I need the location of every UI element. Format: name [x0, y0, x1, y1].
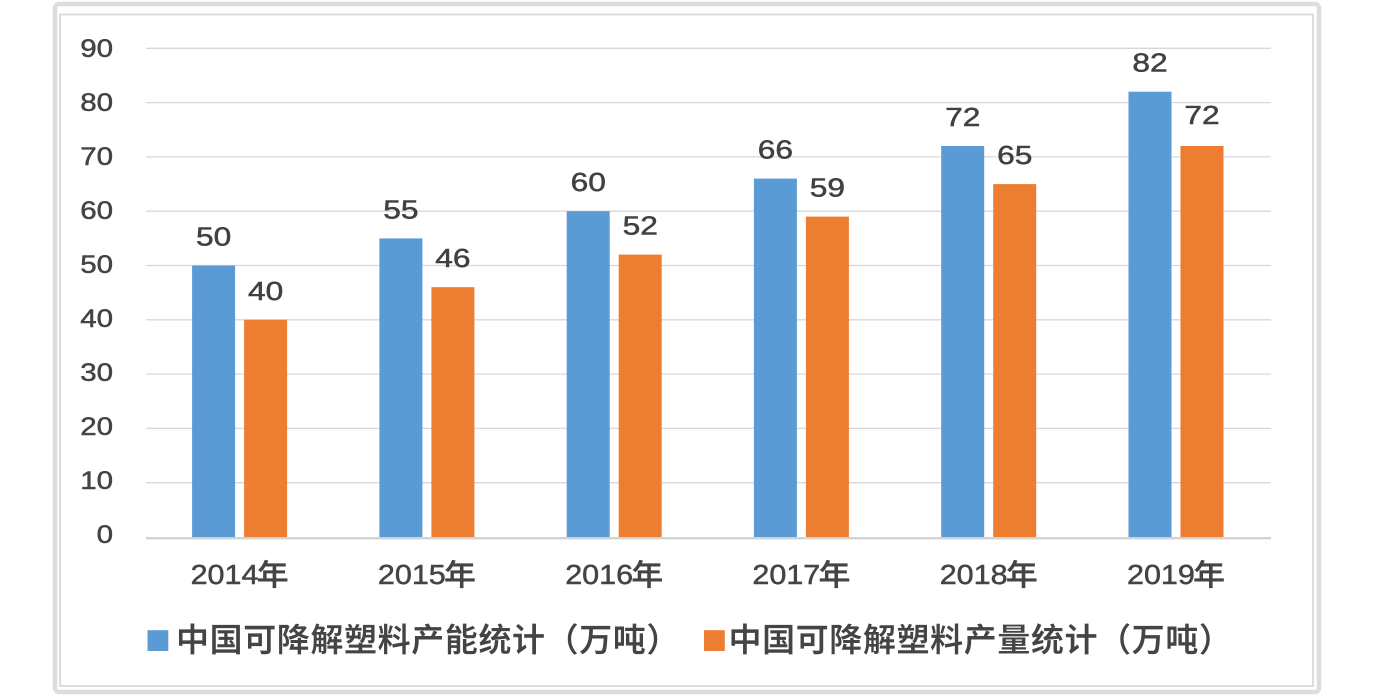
svg-text:50: 50	[196, 223, 231, 252]
svg-text:2016: 2016	[565, 559, 633, 591]
svg-text:30: 30	[80, 358, 113, 386]
svg-text:70: 70	[80, 142, 113, 170]
svg-text:52: 52	[623, 212, 658, 241]
svg-text:82: 82	[1132, 49, 1167, 78]
svg-text:2014: 2014	[191, 559, 259, 591]
svg-text:40: 40	[80, 304, 113, 332]
svg-text:59: 59	[810, 174, 845, 203]
svg-text:72: 72	[945, 104, 980, 133]
svg-text:2015: 2015	[378, 559, 446, 591]
svg-text:46: 46	[435, 245, 470, 274]
svg-text:90: 90	[80, 34, 113, 62]
svg-text:2019: 2019	[1127, 559, 1195, 591]
svg-text:80: 80	[80, 88, 113, 116]
svg-text:0: 0	[97, 520, 113, 548]
svg-text:2017: 2017	[752, 559, 820, 591]
svg-text:20: 20	[80, 412, 113, 440]
svg-text:66: 66	[758, 136, 793, 165]
svg-text:2018: 2018	[940, 559, 1008, 591]
svg-text:50: 50	[80, 250, 113, 278]
svg-text:60: 60	[571, 169, 606, 198]
svg-text:60: 60	[80, 196, 113, 224]
svg-text:40: 40	[248, 277, 283, 306]
svg-text:10: 10	[80, 466, 113, 494]
svg-text:72: 72	[1184, 102, 1219, 131]
svg-text:65: 65	[997, 142, 1032, 171]
svg-text:55: 55	[383, 196, 418, 225]
